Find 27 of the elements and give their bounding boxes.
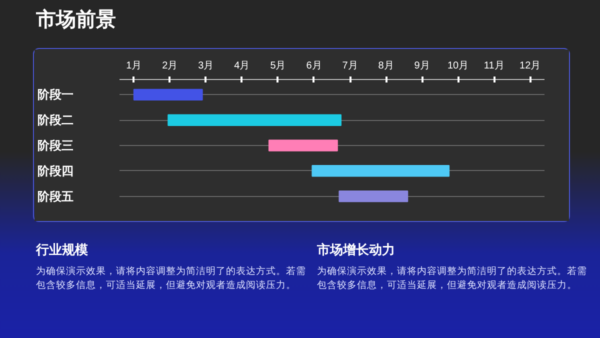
x-tick-label: 6月 xyxy=(306,60,322,72)
y-tick-label: 阶段一 xyxy=(38,88,74,102)
y-tick-label: 阶段四 xyxy=(38,164,74,178)
bar xyxy=(338,190,408,202)
x-tick-label: 8月 xyxy=(378,60,394,72)
y-tick-label: 阶段三 xyxy=(38,138,74,152)
x-tick-label: 9月 xyxy=(414,60,430,72)
x-tick-label: 3月 xyxy=(198,60,214,72)
x-tick-label: 10月 xyxy=(448,60,469,72)
x-tick-label: 1月 xyxy=(126,60,142,72)
x-tick-label: 2月 xyxy=(162,60,178,72)
text: 行业规模 xyxy=(36,241,89,259)
bar xyxy=(168,114,342,126)
text: 市场增长动力 xyxy=(317,241,396,259)
text: 为确保演示效果，请将内容调整为简洁明了的表达方式。若需包含较多信息，可适当延展，但避免对观者造成阅读压力。 xyxy=(36,264,306,293)
bar xyxy=(268,140,338,152)
x-tick-label: 4月 xyxy=(234,60,250,72)
x-tick-label: 11月 xyxy=(484,60,504,72)
bar xyxy=(133,88,203,101)
text: 为确保演示效果，请将内容调整为简洁明了的表达方式。若需包含较多信息，可适当延展，但避免对观者造成阅读压力。 xyxy=(317,264,587,293)
x-tick-label: 12月 xyxy=(520,60,541,72)
x-tick-label: 7月 xyxy=(342,60,358,72)
bar xyxy=(312,165,450,177)
y-tick-label: 阶段五 xyxy=(38,189,74,204)
x-tick-label: 5月 xyxy=(270,60,286,72)
y-tick-label: 阶段二 xyxy=(38,113,74,128)
chart-title: 市场前景 xyxy=(36,8,116,33)
